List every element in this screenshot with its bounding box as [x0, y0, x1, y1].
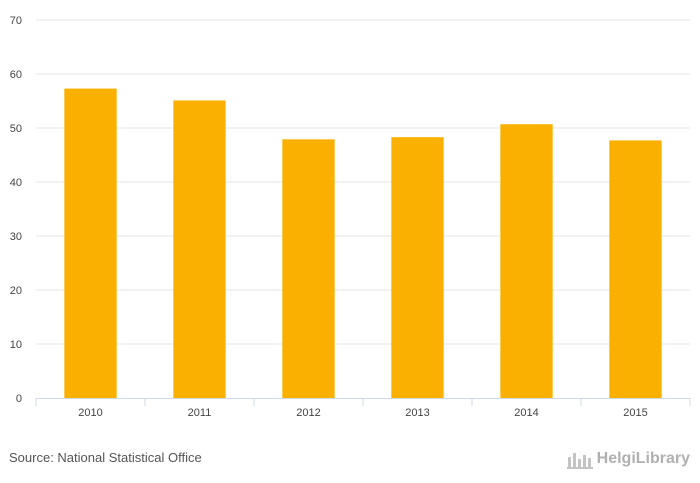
source-note: Source: National Statistical Office: [9, 450, 202, 465]
y-tick-label: 50: [10, 123, 22, 135]
bars: [64, 88, 662, 399]
y-axis-ticks: 0 10 20 30 40 50 60 70: [10, 15, 22, 405]
bar-2012: [282, 139, 335, 398]
bar-2013: [391, 137, 444, 398]
x-tick-label: 2012: [296, 407, 320, 419]
bar-2010: [64, 88, 117, 398]
y-tick-label: 20: [10, 285, 22, 297]
y-tick-label: 40: [10, 177, 22, 189]
gridlines: [36, 19, 690, 345]
y-tick-label: 30: [10, 231, 22, 243]
bar-2014: [500, 124, 553, 398]
brand-name: HelgiLibrary: [596, 450, 690, 467]
y-tick-label: 10: [10, 339, 22, 351]
x-tick-label: 2015: [623, 407, 647, 419]
bar-2011: [173, 100, 226, 399]
x-axis: [35, 398, 691, 406]
bar-2015: [609, 140, 662, 399]
x-tick-label: 2010: [78, 407, 102, 419]
x-tick-label: 2013: [405, 407, 429, 419]
x-tick-label: 2014: [514, 407, 538, 419]
y-tick-label: 60: [10, 69, 22, 81]
y-tick-label: 70: [10, 15, 22, 27]
x-tick-label: 2011: [188, 407, 212, 419]
brand-logo: HelgiLibrary: [566, 448, 690, 470]
helgi-library-logo-icon: [566, 453, 593, 469]
x-axis-ticks: 2010 2011 2012 2013 2014 2015: [78, 407, 647, 419]
y-tick-label: 0: [16, 393, 22, 405]
